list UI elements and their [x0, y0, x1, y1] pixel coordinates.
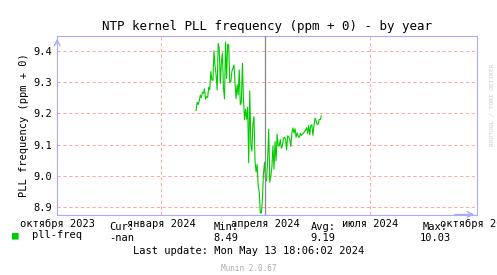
Text: Min:: Min: — [214, 222, 239, 232]
Text: -nan: -nan — [109, 233, 134, 243]
Text: Max:: Max: — [422, 222, 447, 232]
Text: RRDTOOL / TOBI OETIKER: RRDTOOL / TOBI OETIKER — [490, 63, 495, 146]
Text: Last update: Mon May 13 18:06:02 2024: Last update: Mon May 13 18:06:02 2024 — [133, 246, 364, 256]
Text: 9.19: 9.19 — [311, 233, 335, 243]
Title: NTP kernel PLL frequency (ppm + 0) - by year: NTP kernel PLL frequency (ppm + 0) - by … — [102, 20, 432, 33]
Text: ■: ■ — [12, 230, 19, 240]
Text: 8.49: 8.49 — [214, 233, 239, 243]
Text: pll-freq: pll-freq — [32, 230, 83, 240]
Y-axis label: PLL frequency (ppm + 0): PLL frequency (ppm + 0) — [19, 53, 29, 197]
Text: Munin 2.0.67: Munin 2.0.67 — [221, 264, 276, 273]
Text: 10.03: 10.03 — [419, 233, 450, 243]
Text: Avg:: Avg: — [311, 222, 335, 232]
Text: Cur:: Cur: — [109, 222, 134, 232]
